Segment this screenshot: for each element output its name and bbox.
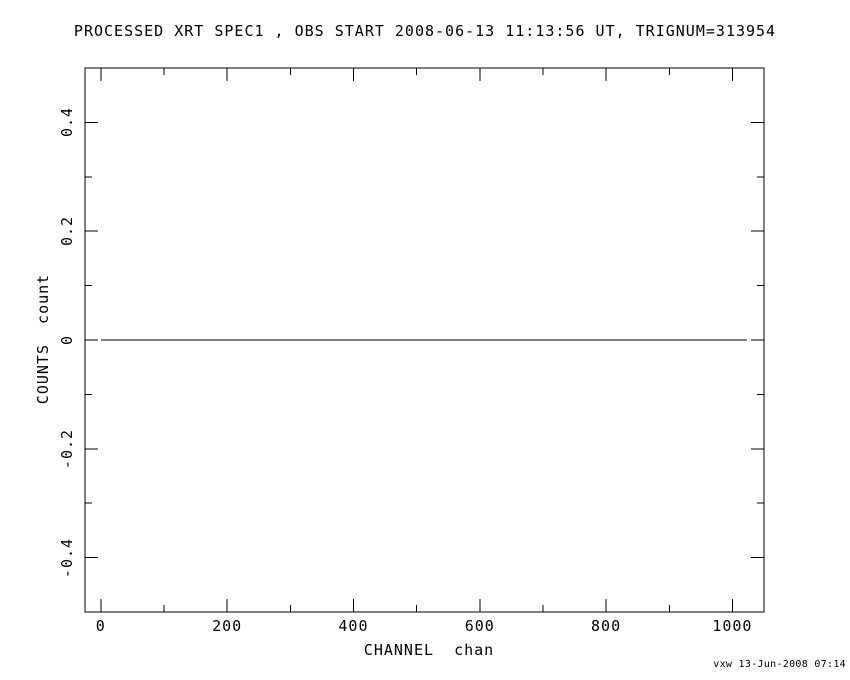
y-tick-label: 0.2: [58, 216, 76, 247]
y-tick-label: 0: [58, 334, 76, 346]
x-tick-label: 200: [212, 617, 243, 635]
x-tick-label: 1000: [712, 617, 753, 635]
plot-title: PROCESSED XRT SPEC1 , OBS START 2008-06-…: [73, 22, 777, 40]
x-axis-label: CHANNEL chan: [363, 641, 495, 659]
y-tick-label: -0.2: [58, 428, 76, 469]
y-tick-label: 0.4: [58, 107, 76, 138]
y-tick-label: -0.4: [58, 537, 76, 578]
x-tick-label: 800: [591, 617, 622, 635]
x-tick-label: 400: [338, 617, 369, 635]
y-axis-label: COUNTS count: [34, 273, 52, 405]
x-tick-label: 0: [95, 617, 106, 635]
x-tick-label: 600: [464, 617, 495, 635]
credit-timestamp: vxw 13-Jun-2008 07:14: [713, 659, 846, 670]
